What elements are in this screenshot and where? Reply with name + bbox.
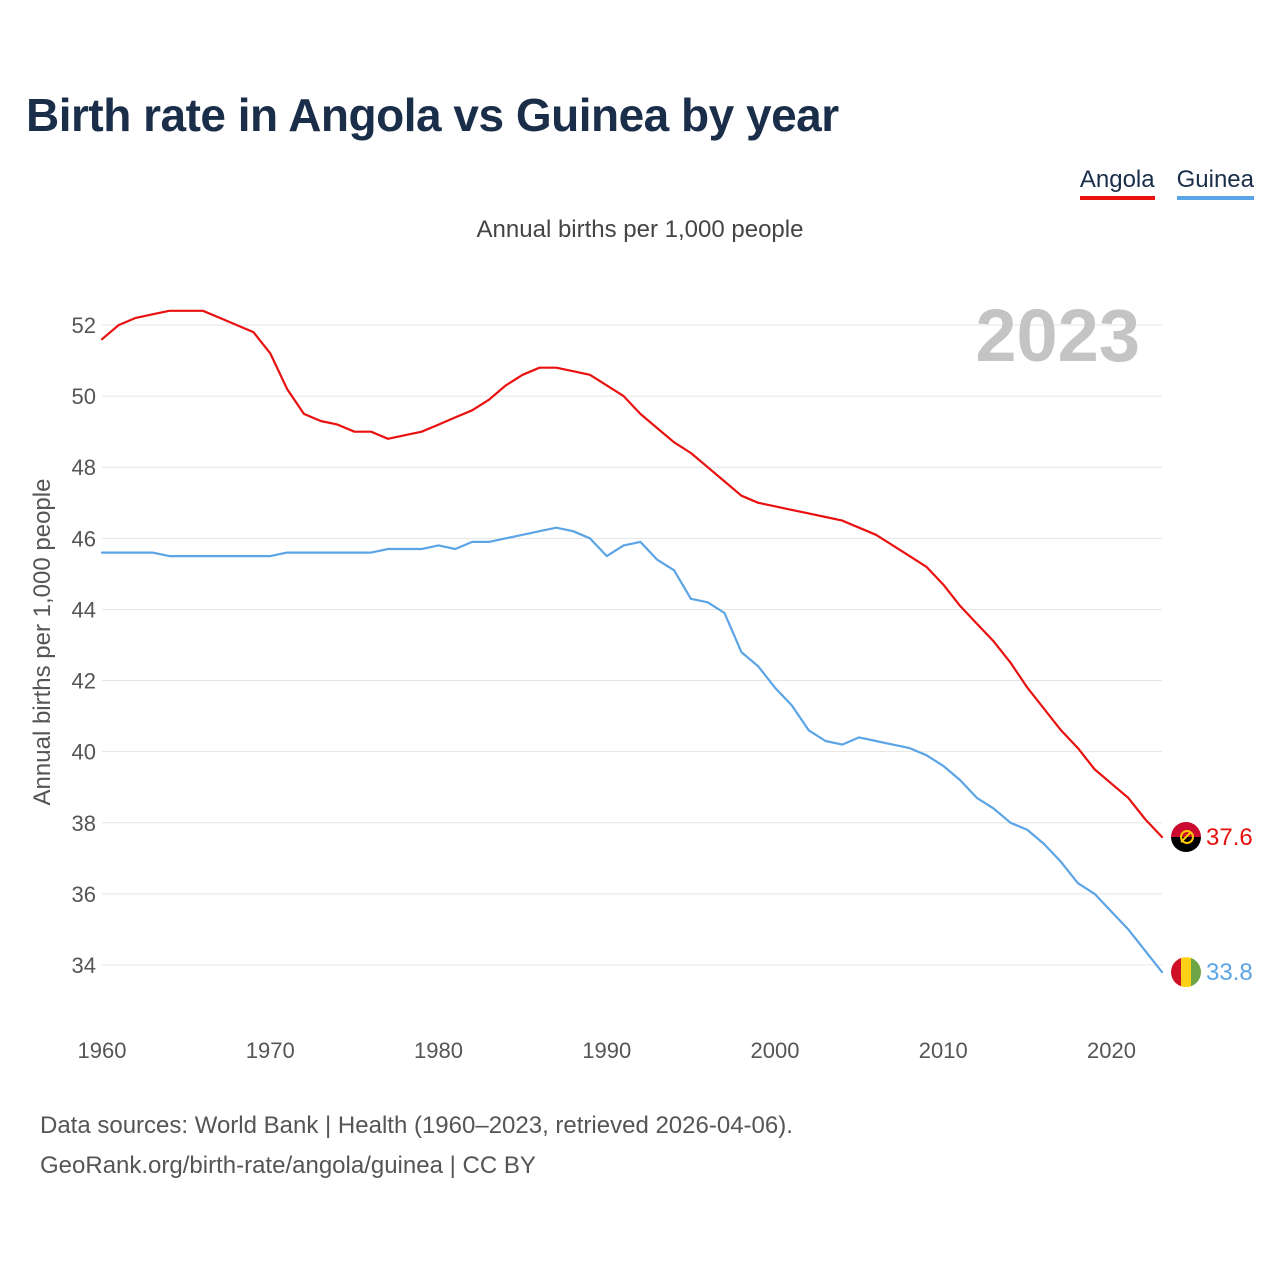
y-tick-label-50: 50 <box>72 384 96 409</box>
source-note: Data sources: World Bank | Health (1960–… <box>40 1106 793 1186</box>
chart-title: Birth rate in Angola vs Guinea by year <box>26 89 839 141</box>
y-tick-label-40: 40 <box>72 740 96 765</box>
source-line-2[interactable]: GeoRank.org/birth-rate/angola/guinea | C… <box>40 1152 536 1179</box>
y-tick-label-38: 38 <box>72 811 96 836</box>
series-line-angola[interactable] <box>100 309 1164 839</box>
y-axis-ticks: 34 36 38 40 42 44 46 48 50 52 <box>72 313 96 978</box>
y-tick-label-52: 52 <box>72 313 96 338</box>
x-tick-label-2020: 2020 <box>1087 1038 1136 1063</box>
legend: Angola Guinea <box>1079 166 1254 200</box>
legend-item-angola[interactable]: Angola <box>1079 166 1155 200</box>
x-tick-label-1970: 1970 <box>246 1038 295 1063</box>
x-axis-ticks: 1960 1970 1980 1990 2000 2010 2020 <box>78 1038 1136 1063</box>
y-tick-label-48: 48 <box>72 455 96 480</box>
y-tick-label-46: 46 <box>72 526 96 551</box>
source-line-1: Data sources: World Bank | Health (1960–… <box>40 1112 793 1139</box>
x-tick-label-1960: 1960 <box>78 1038 127 1063</box>
x-tick-label-2000: 2000 <box>751 1038 800 1063</box>
x-tick-label-1980: 1980 <box>414 1038 463 1063</box>
y-tick-label-34: 34 <box>72 953 96 978</box>
end-markers: 37.6 33.8 <box>1171 822 1253 988</box>
y-tick-label-44: 44 <box>72 597 96 622</box>
gridlines <box>102 324 1162 966</box>
y-axis-label: Annual births per 1,000 people <box>29 479 56 806</box>
x-tick-label-1990: 1990 <box>582 1038 631 1063</box>
angola-flag-icon <box>1171 822 1201 852</box>
guinea-flag-icon <box>1171 957 1201 988</box>
y-tick-label-42: 42 <box>72 669 96 694</box>
year-watermark: 2023 <box>975 294 1140 377</box>
end-value-label-angola: 37.6 <box>1206 824 1253 851</box>
end-value-label-guinea: 33.8 <box>1206 959 1253 986</box>
chart-subtitle: Annual births per 1,000 people <box>476 216 804 243</box>
legend-item-guinea[interactable]: Guinea <box>1176 166 1254 200</box>
y-tick-label-36: 36 <box>72 882 96 907</box>
x-tick-label-2010: 2010 <box>919 1038 968 1063</box>
series-line-guinea[interactable] <box>100 526 1164 974</box>
series-lines <box>100 309 1164 974</box>
